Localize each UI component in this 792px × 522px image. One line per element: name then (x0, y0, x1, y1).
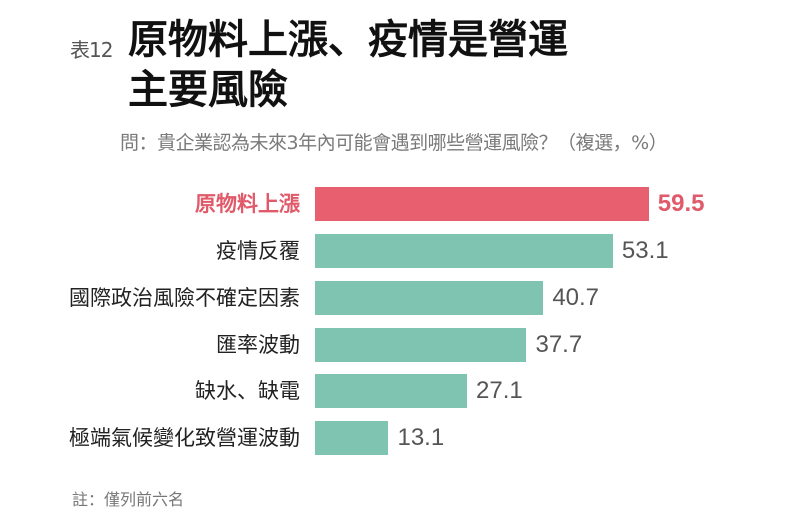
bar-label: 缺水、缺電 (195, 379, 300, 403)
chart-title-line1: 原物料上漲、疫情是營運 (128, 17, 568, 63)
bar-row: 匯率波動 37.7 (0, 328, 792, 362)
chart-note: 註：僅列前六名 (72, 490, 185, 509)
bar-label: 匯率波動 (216, 333, 300, 357)
bar-label: 疫情反覆 (216, 239, 300, 263)
bar (315, 187, 649, 221)
bar-value: 53.1 (621, 237, 669, 264)
bar-row: 國際政治風險不確定因素 40.7 (0, 281, 792, 315)
bar-row: 極端氣候變化致營運波動 13.1 (0, 421, 792, 455)
bar (315, 421, 389, 455)
bar-label: 國際政治風險不確定因素 (69, 286, 300, 310)
bar-value: 27.1 (476, 377, 523, 404)
bar-label: 極端氣候變化致營運波動 (69, 426, 300, 450)
chart-tag: 表12 (70, 38, 113, 62)
chart-subtitle: 問：貴企業認為未來3年內可能會遇到哪些營運風險？（複選，%） (120, 132, 668, 154)
bar (315, 281, 544, 315)
bar (315, 234, 613, 268)
bar-row: 疫情反覆 53.1 (0, 234, 792, 268)
bar-row: 原物料上漲 59.5 (0, 187, 792, 221)
bar-value: 40.7 (552, 284, 600, 311)
bar-row: 缺水、缺電 27.1 (0, 374, 792, 408)
bar-value: 13.1 (397, 424, 445, 451)
bar (315, 328, 527, 362)
bar-value: 59.5 (657, 190, 705, 217)
bar-label: 原物料上漲 (195, 192, 300, 216)
bar-value: 37.7 (535, 331, 583, 358)
chart-title-line2: 主要風險 (128, 67, 288, 113)
bar (315, 374, 468, 408)
